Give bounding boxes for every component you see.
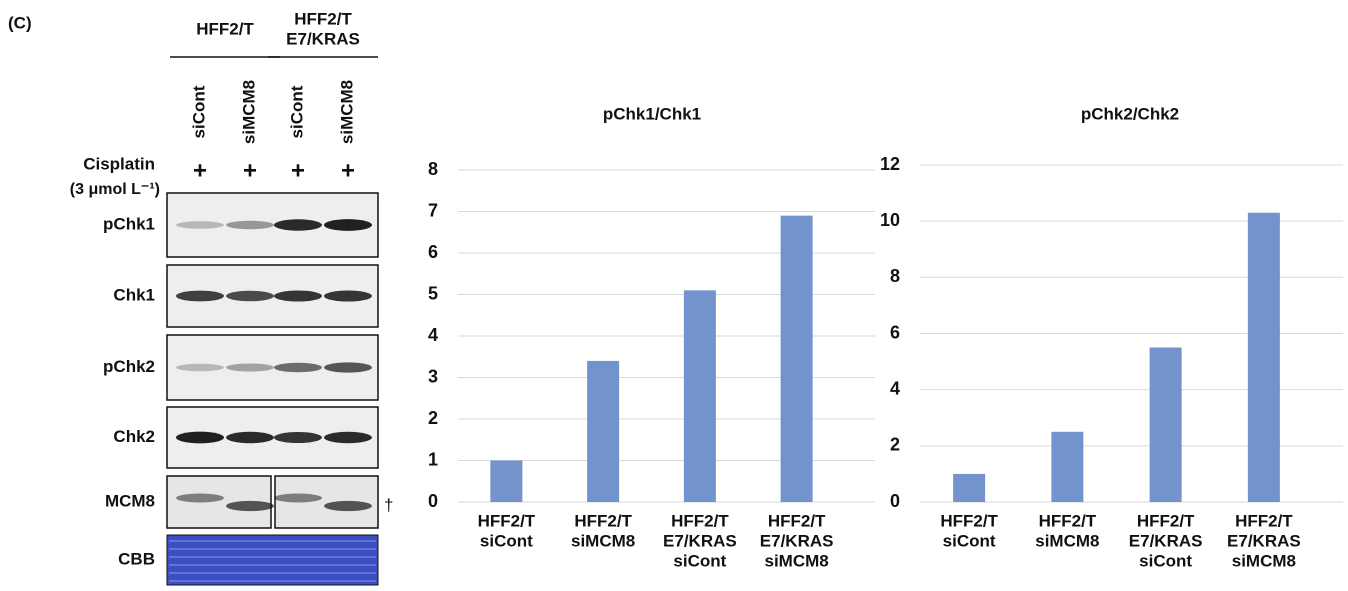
chart: pChk2/Chk2024681012HFF2/TsiContHFF2/TsiM… xyxy=(880,104,1343,570)
blot-band xyxy=(226,501,274,511)
bar xyxy=(781,216,813,502)
blot-band xyxy=(324,290,372,301)
blot-band xyxy=(176,291,224,302)
x-tick-label: E7/KRAS xyxy=(760,531,834,550)
blot-band xyxy=(274,432,322,443)
y-tick-label: 12 xyxy=(880,154,900,174)
y-tick-label: 1 xyxy=(428,449,438,469)
x-tick-label: HFF2/T xyxy=(671,511,729,530)
chart-title: pChk2/Chk2 xyxy=(1081,104,1179,123)
x-tick-label: E7/KRAS xyxy=(1227,531,1301,550)
row-label: pChk1 xyxy=(103,214,155,233)
lane-label: siMCM8 xyxy=(239,80,258,144)
bar xyxy=(587,361,619,502)
row-label: Chk1 xyxy=(113,285,155,304)
treatment-mark: + xyxy=(193,157,207,184)
y-tick-label: 6 xyxy=(428,242,438,262)
treatment-mark: + xyxy=(341,157,355,184)
x-tick-label: HFF2/T xyxy=(1137,511,1195,530)
lane-label: siMCM8 xyxy=(337,80,356,144)
y-tick-label: 3 xyxy=(428,366,438,386)
x-tick-label: HFF2/T xyxy=(940,511,998,530)
group-label: HFF2/T xyxy=(196,19,254,38)
blot-band xyxy=(176,364,224,372)
blot-band xyxy=(226,363,274,371)
bar xyxy=(953,474,985,502)
y-tick-label: 8 xyxy=(428,159,438,179)
blot-band xyxy=(274,494,322,503)
x-tick-label: siCont xyxy=(480,531,533,550)
blot-band xyxy=(226,221,274,229)
blot-band xyxy=(176,432,224,444)
blot-band xyxy=(324,362,372,372)
bar xyxy=(490,461,522,503)
y-tick-label: 8 xyxy=(890,266,900,286)
y-tick-label: 5 xyxy=(428,283,438,303)
blot-band xyxy=(274,363,322,373)
x-tick-label: HFF2/T xyxy=(478,511,536,530)
figure: (C) HFF2/THFF2/TE7/KRASsiCont+siMCM8+siC… xyxy=(0,0,1348,591)
x-tick-label: siCont xyxy=(1139,551,1192,570)
blot-band xyxy=(176,221,224,229)
x-tick-label: HFF2/T xyxy=(768,511,826,530)
blot-band xyxy=(274,290,322,301)
x-tick-label: HFF2/T xyxy=(1039,511,1097,530)
x-tick-label: HFF2/T xyxy=(1235,511,1293,530)
row-label: CBB xyxy=(118,549,155,568)
treatment-label: Cisplatin xyxy=(83,154,155,173)
y-tick-label: 2 xyxy=(890,435,900,455)
x-tick-label: siMCM8 xyxy=(765,551,829,570)
x-tick-label: siMCM8 xyxy=(571,531,635,550)
blot-band xyxy=(324,219,372,231)
panel-label: (C) xyxy=(8,13,32,32)
bar xyxy=(684,290,716,502)
x-tick-label: HFF2/T xyxy=(574,511,632,530)
y-tick-label: 0 xyxy=(890,491,900,511)
group-label: E7/KRAS xyxy=(286,29,360,48)
y-tick-label: 4 xyxy=(890,378,900,398)
x-tick-label: siMCM8 xyxy=(1232,551,1296,570)
treatment-mark: + xyxy=(291,157,305,184)
y-tick-label: 6 xyxy=(890,322,900,342)
dose-label: (3 μmol L⁻¹) xyxy=(70,181,160,198)
row-label: pChk2 xyxy=(103,357,155,376)
row-label: MCM8 xyxy=(105,491,155,510)
x-tick-label: siMCM8 xyxy=(1035,531,1099,550)
bar xyxy=(1150,348,1182,502)
chart: pChk1/Chk1012345678HFF2/TsiContHFF2/TsiM… xyxy=(428,104,875,570)
treatment-mark: + xyxy=(243,157,257,184)
y-tick-label: 10 xyxy=(880,210,900,230)
bar xyxy=(1051,432,1083,502)
x-tick-label: E7/KRAS xyxy=(1129,531,1203,550)
lane-label: siCont xyxy=(189,85,208,138)
page: {"panel_label": "(C)", "blot": { "groups… xyxy=(0,0,1348,591)
blot-band xyxy=(274,219,322,230)
stain-box xyxy=(167,535,378,585)
blot-band xyxy=(176,494,224,503)
y-tick-label: 0 xyxy=(428,491,438,511)
blot-band xyxy=(226,291,274,302)
blot-band xyxy=(324,501,372,511)
x-tick-label: E7/KRAS xyxy=(663,531,737,550)
x-tick-label: siCont xyxy=(673,551,726,570)
blot-band xyxy=(324,432,372,443)
y-tick-label: 2 xyxy=(428,408,438,428)
lane-label: siCont xyxy=(287,85,306,138)
y-tick-label: 4 xyxy=(428,325,438,345)
footnote-mark: † xyxy=(384,495,393,514)
blot-band xyxy=(226,432,274,443)
y-tick-label: 7 xyxy=(428,200,438,220)
chart-title: pChk1/Chk1 xyxy=(603,104,701,123)
group-label: HFF2/T xyxy=(294,9,352,28)
x-tick-label: siCont xyxy=(943,531,996,550)
row-label: Chk2 xyxy=(113,427,155,446)
bar xyxy=(1248,213,1280,502)
